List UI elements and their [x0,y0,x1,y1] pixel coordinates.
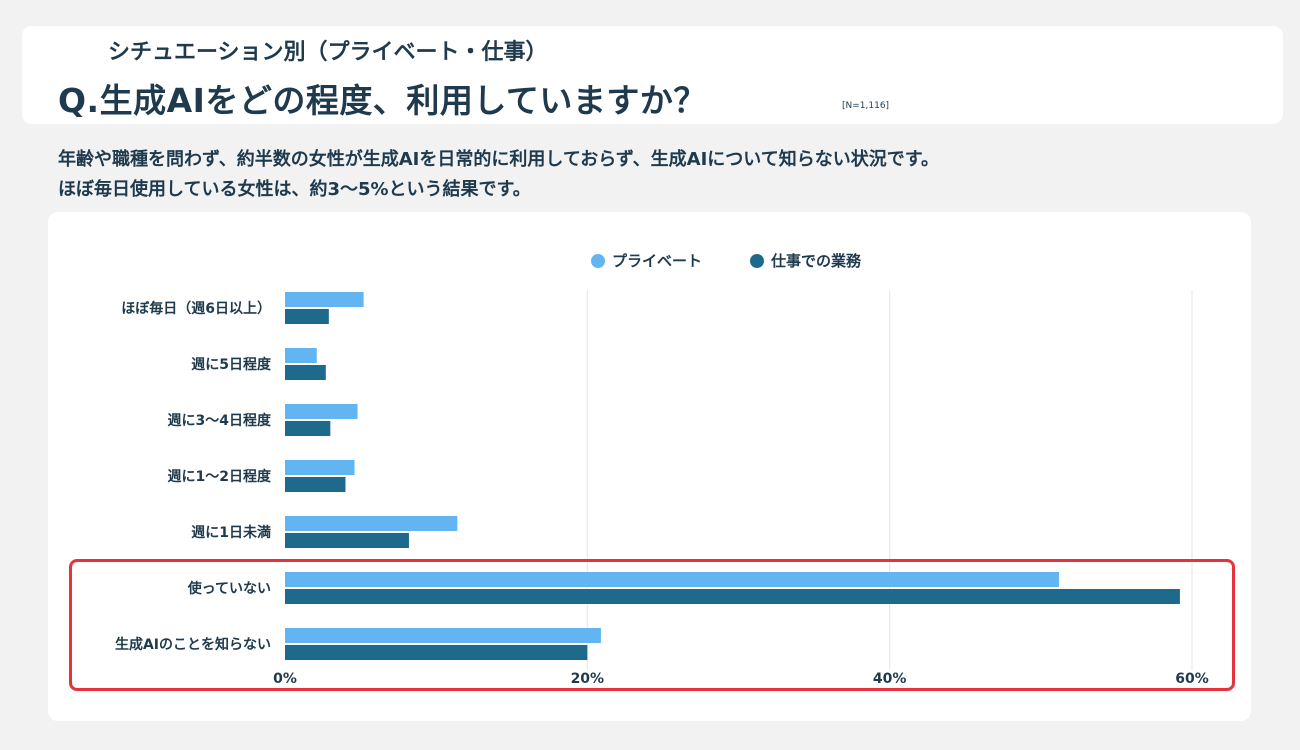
title-card [22,26,1283,124]
category-label: 使っていない [187,580,271,597]
bar-work [285,365,326,380]
sample-size-label: [N=1,116] [842,101,890,111]
x-tick-label: 20% [571,671,605,687]
page-subtitle: シチュエーション別（プライベート・仕事） [108,40,548,65]
x-tick-label: 40% [873,671,907,687]
category-label: 週に3～4日程度 [168,412,272,429]
bar-private [285,516,458,531]
bar-private [285,572,1059,587]
legend-label: プライベート [612,252,702,270]
bar-work [285,421,331,436]
page-title: Q.生成AIをどの程度、利用していますか？ [58,81,707,120]
bar-work [285,533,409,548]
legend-marker [750,254,764,268]
bar-private [285,404,358,419]
chart-card: プライベート 仕事での業務 ほぼ毎日（週6日以上） 週に5日程度 週に3～4日程度 週に1… [48,212,1251,721]
bar-work [285,309,329,324]
category-label: ほぼ毎日（週6日以上） [121,300,271,317]
x-tick-label: 0% [273,671,297,687]
bar-work [285,645,588,660]
description-line-1: 年齢や職種を問わず、約半数の女性が生成AIを日常的に利用しておらず、生成AIにつ… [58,149,939,170]
bar-private [285,292,364,307]
bar-private [285,460,355,475]
legend-label: 仕事での業務 [770,252,862,270]
description-line-2: ほぼ毎日使用している女性は、約3〜5%という結果です。 [58,179,531,200]
x-tick-label: 60% [1175,671,1209,687]
bar-work [285,477,346,492]
bar-private [285,348,317,363]
category-label: 週に5日程度 [191,356,272,373]
bar-private [285,628,601,643]
bar-work [285,589,1180,604]
category-label: 週に1日未満 [191,524,271,541]
category-label: 生成AIのことを知らない [115,636,271,653]
category-label: 週に1～2日程度 [168,468,272,485]
bar-chart: プライベート 仕事での業務ほぼ毎日（週6日以上）週に5日程度週に3～4日程度週に1… [115,252,1209,687]
legend-marker [591,254,605,268]
